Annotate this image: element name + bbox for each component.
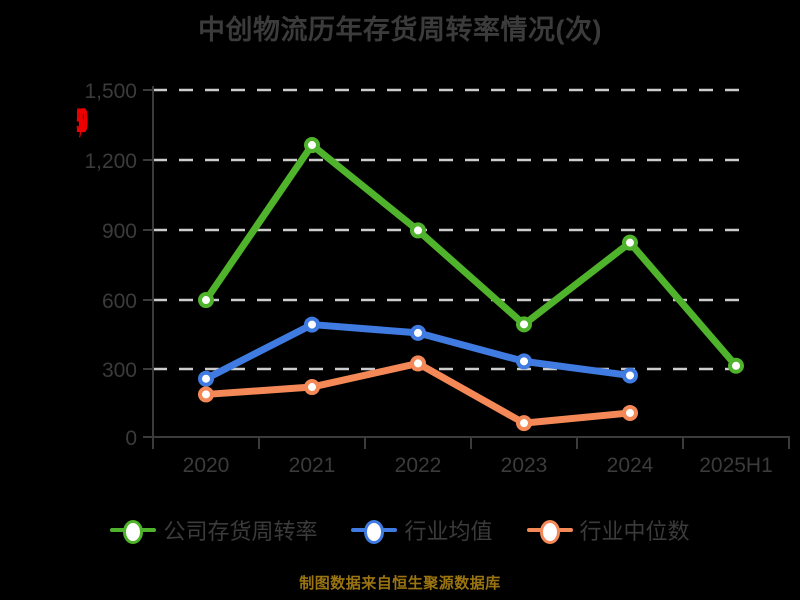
legend-marker-company-icon — [110, 519, 157, 544]
series-layer — [198, 137, 744, 432]
data-point[interactable] — [304, 137, 320, 154]
legend-label-industry-median: 行业中位数 — [579, 519, 690, 544]
footer-source-note: 制图数据来自恒生聚源数据库 — [299, 575, 501, 592]
data-point[interactable] — [410, 222, 426, 239]
y-tick-300: 300 — [102, 359, 137, 382]
data-point[interactable] — [516, 316, 532, 333]
y-axis — [143, 86, 154, 441]
x-tick-2023: 2023 — [501, 454, 548, 477]
red-overlap-annotation: 1,500 — [76, 102, 88, 140]
x-tick-2024: 2024 — [607, 454, 654, 477]
y-tick-900: 900 — [102, 220, 137, 243]
chart-title: 中创物流历年存货周转率情况(次) — [198, 15, 602, 45]
data-point[interactable] — [198, 370, 214, 387]
data-point[interactable] — [622, 404, 638, 421]
plot-area: 1,500 1,200 900 600 300 0 2020 2021 2022… — [84, 80, 790, 477]
data-point[interactable] — [304, 316, 320, 333]
data-point[interactable] — [304, 379, 320, 396]
legend-marker-industry-mean-icon — [351, 519, 398, 544]
x-tick-2025h1: 2025H1 — [699, 454, 773, 477]
legend-item-industry-mean[interactable]: 行业均值 — [351, 514, 493, 546]
data-point[interactable] — [410, 324, 426, 341]
x-tick-2021: 2021 — [289, 454, 336, 477]
series-line-2 — [202, 359, 634, 427]
gridlines — [153, 88, 745, 371]
data-point[interactable] — [410, 355, 426, 372]
x-tick-2022: 2022 — [395, 454, 442, 477]
series-line-0 — [202, 141, 740, 370]
data-point[interactable] — [516, 353, 532, 370]
data-point[interactable] — [728, 357, 744, 374]
data-point[interactable] — [622, 367, 638, 384]
legend-label-company: 公司存货周转率 — [163, 519, 318, 544]
data-point[interactable] — [198, 386, 214, 403]
y-tick-600: 600 — [102, 290, 137, 313]
data-point[interactable] — [198, 292, 214, 309]
x-tick-2020: 2020 — [183, 454, 230, 477]
y-tick-1200: 1,200 — [84, 150, 137, 173]
legend-label-industry-mean: 行业均值 — [404, 519, 493, 544]
legend-item-industry-median[interactable]: 行业中位数 — [526, 514, 690, 546]
data-point[interactable] — [516, 415, 532, 432]
chart-legend: 公司存货周转率 行业均值 行业中位数 — [0, 514, 800, 546]
x-axis — [152, 436, 790, 449]
data-point[interactable] — [622, 234, 638, 251]
legend-item-company[interactable]: 公司存货周转率 — [110, 514, 317, 546]
legend-marker-industry-median-icon — [526, 519, 573, 544]
y-tick-1500: 1,500 — [84, 80, 137, 103]
y-tick-0: 0 — [125, 427, 137, 450]
